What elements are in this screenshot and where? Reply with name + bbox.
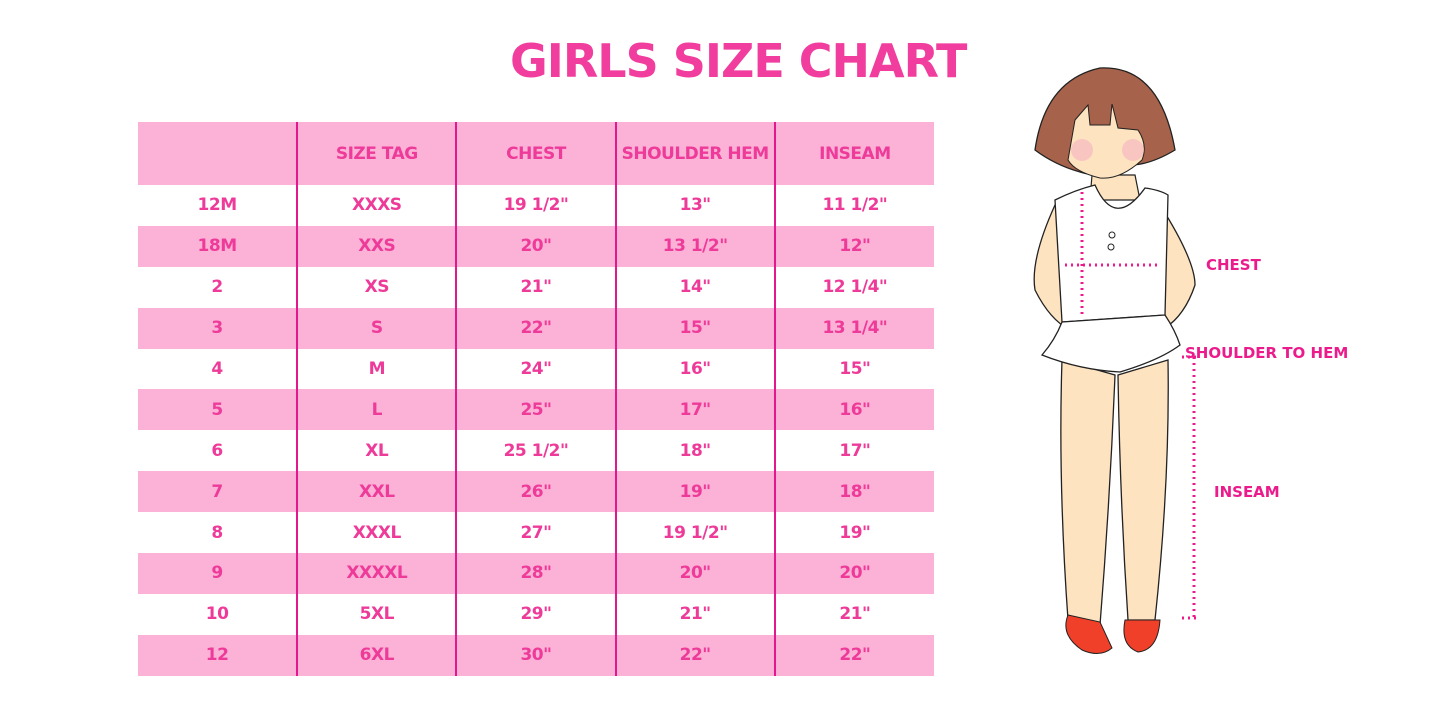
table-cell: 19 1/2" <box>614 512 775 554</box>
table-cell: 19" <box>614 471 775 513</box>
table-cell: S <box>296 307 457 349</box>
table-row: 2 XS 21" 14" 12 1/4" <box>138 266 934 308</box>
table-cell: 20" <box>455 225 616 267</box>
table-row: 10 5XL 29" 21" 21" <box>138 593 934 635</box>
table-cell: XXL <box>296 471 457 513</box>
table-cell: 22" <box>614 634 775 676</box>
table-cell: M <box>296 348 457 390</box>
column-header: INSEAM <box>773 122 934 185</box>
table-cell: 14" <box>614 266 775 308</box>
table-cell: 6 <box>211 440 223 461</box>
table-row: 4 M 24" 16" 15" <box>138 348 934 390</box>
column-header: SHOULDER HEM <box>614 122 775 185</box>
table-row: 3 S 22" 15" 13 1/4" <box>138 307 934 349</box>
column-header: SIZE TAG <box>296 122 457 185</box>
table-cell: 22" <box>455 307 616 349</box>
table-cell: XS <box>296 266 457 308</box>
table-row: 18M XXS 20" 13 1/2" 12" <box>138 225 934 267</box>
table-cell: 25 1/2" <box>455 430 616 472</box>
table-cell: 15" <box>614 307 775 349</box>
table-cell: 3 <box>138 307 298 349</box>
table-row: 12M XXXS 19 1/2" 13" 11 1/2" <box>138 185 934 226</box>
table-cell: 16" <box>773 389 934 431</box>
table-cell: XXXL <box>296 512 457 554</box>
table-cell: 13 1/4" <box>773 307 934 349</box>
table-cell: 12M <box>197 195 238 216</box>
column-header: CHEST <box>455 122 616 185</box>
table-cell: 13 1/2" <box>614 225 775 267</box>
table-cell: 16" <box>614 348 775 390</box>
table-cell: 17" <box>614 389 775 431</box>
table-cell: 21" <box>773 593 934 635</box>
shoulder-to-hem-label: SHOULDER TO HEM <box>1185 344 1349 362</box>
table-cell: 8 <box>211 522 223 543</box>
size-chart-table: SIZE TAG CHEST SHOULDER HEM INSEAM 12M XXXS 1… <box>138 122 934 676</box>
table-cell: 29" <box>455 593 616 635</box>
table-cell: 19" <box>773 512 934 554</box>
table-cell: 9 <box>138 553 298 594</box>
column-header <box>138 122 298 185</box>
table-cell: 30" <box>455 634 616 676</box>
table-cell: 12" <box>773 225 934 267</box>
table-cell: 20" <box>614 553 775 594</box>
table-cell: 19 1/2" <box>455 185 616 226</box>
table-cell: 10 <box>205 604 229 625</box>
table-cell: 12 1/4" <box>773 266 934 308</box>
table-cell: 18" <box>614 430 775 472</box>
table-cell: 27" <box>455 512 616 554</box>
table-cell: 2 <box>211 277 223 298</box>
table-cell: XXXXL <box>296 553 457 594</box>
table-cell: 28" <box>455 553 616 594</box>
table-cell: 7 <box>138 471 298 513</box>
table-cell: 21" <box>455 266 616 308</box>
table-cell: 18M <box>138 225 298 267</box>
table-cell: 12 <box>138 634 298 676</box>
table-cell: 18" <box>773 471 934 513</box>
table-cell: 22" <box>773 634 934 676</box>
table-cell: 5 <box>138 389 298 431</box>
table-cell: XXS <box>296 225 457 267</box>
table-cell: 26" <box>455 471 616 513</box>
table-cell: XL <box>296 430 457 472</box>
inseam-label: INSEAM <box>1214 483 1280 501</box>
table-cell: 20" <box>773 553 934 594</box>
page-title: GIRLS SIZE CHART <box>510 34 967 88</box>
table-cell: 6XL <box>296 634 457 676</box>
table-cell: 24" <box>455 348 616 390</box>
table-row: 7 XXL 26" 19" 18" <box>138 471 934 513</box>
table-cell: 21" <box>614 593 775 635</box>
table-cell: 13" <box>614 185 775 226</box>
girl-illustration <box>1033 67 1200 654</box>
table-cell: 25" <box>455 389 616 431</box>
table-cell: L <box>296 389 457 431</box>
table-cell: XXXS <box>296 185 457 226</box>
table-row: 6 XL 25 1/2" 18" 17" <box>138 430 934 472</box>
chest-label: CHEST <box>1206 256 1261 274</box>
table-cell: 5XL <box>296 593 457 635</box>
table-row: 9 XXXXL 28" 20" 20" <box>138 553 934 594</box>
table-cell: 15" <box>773 348 934 390</box>
table-row: 12 6XL 30" 22" 22" <box>138 634 934 676</box>
table-row: 8 XXXL 27" 19 1/2" 19" <box>138 512 934 554</box>
table-header-row: SIZE TAG CHEST SHOULDER HEM INSEAM <box>138 122 934 185</box>
table-row: 5 L 25" 17" 16" <box>138 389 934 431</box>
table-cell: 17" <box>773 430 934 472</box>
table-cell: 11 1/2" <box>773 185 934 226</box>
table-cell: 4 <box>211 359 223 379</box>
